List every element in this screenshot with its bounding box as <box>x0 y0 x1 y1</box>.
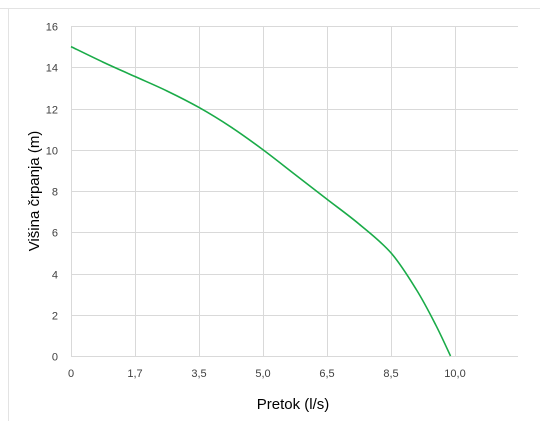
x-axis-title: Pretok (l/s) <box>257 396 330 413</box>
y-tick-label: 12 <box>46 105 58 117</box>
gridlines <box>71 26 518 357</box>
x-tick-label: 5,0 <box>255 368 270 380</box>
x-tick-label: 0 <box>68 368 74 380</box>
tick-labels: 0 2 4 6 8 10 12 14 16 0 1,7 3,5 5,0 6,5 8,5 10,0 <box>46 22 466 381</box>
y-tick-label: 6 <box>52 228 58 240</box>
y-tick-label: 4 <box>52 270 58 282</box>
y-tick-label: 2 <box>52 311 58 323</box>
y-tick-label: 14 <box>46 63 58 75</box>
x-tick-label: 1,7 <box>127 368 142 380</box>
y-tick-label: 8 <box>52 187 58 199</box>
y-tick-label: 10 <box>46 146 58 158</box>
x-tick-label: 8,5 <box>383 368 398 380</box>
x-tick-label: 10,0 <box>444 368 465 380</box>
x-tick-label: 6,5 <box>319 368 334 380</box>
series-line <box>70 45 452 357</box>
x-tick-label: 3,5 <box>191 368 206 380</box>
y-tick-label: 0 <box>52 352 58 364</box>
series-layer <box>70 45 452 357</box>
y-tick-label: 16 <box>46 22 58 34</box>
y-axis-title: Višina črpanja (m) <box>26 131 43 252</box>
